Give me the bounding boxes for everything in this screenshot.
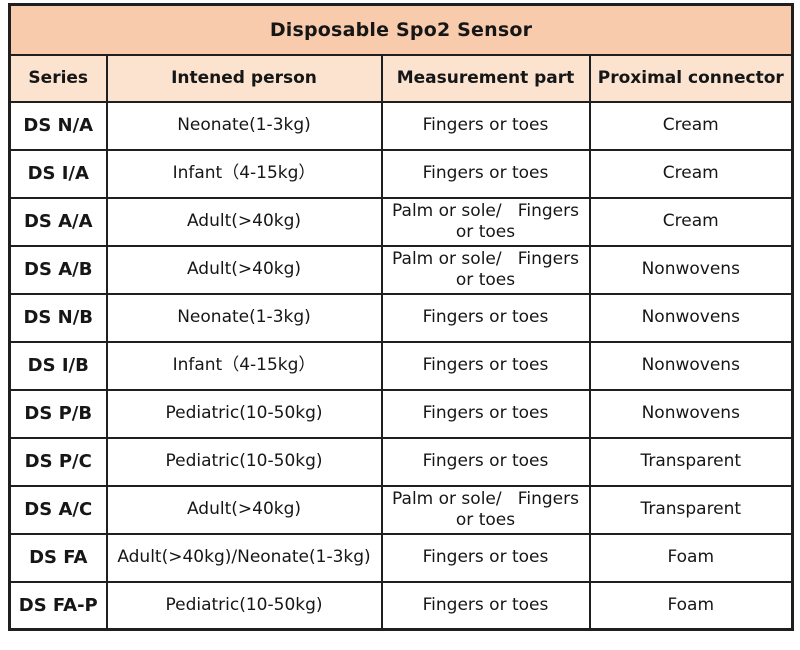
connector-cell: Transparent [588,436,794,487]
person-cell: Adult(>40kg) [105,484,383,535]
connector-cell: Cream [588,196,794,247]
table-title: Disposable Spo2 Sensor [8,3,794,56]
series-cell: DS A/B [8,244,108,295]
connector-cell: Transparent [588,484,794,535]
part-cell: Fingers or toes [380,580,591,631]
col-header-intended-person: Intened person [105,53,383,103]
table-row: DS N/B Neonate(1-3kg) Fingers or toes Nonwo… [8,292,794,343]
col-header-series: Series [8,53,108,103]
table-body: DS N/A Neonate(1-3kg) Fingers or toes Cream… [8,100,794,631]
part-cell: Fingers or toes [380,340,591,391]
series-cell: DS P/C [8,436,108,487]
series-cell: DS A/A [8,196,108,247]
person-cell: Pediatric(10-50kg) [105,580,383,631]
table-row: DS P/B Pediatric(10-50kg) Fingers or toes N… [8,388,794,439]
table-row: DS I/B Infant（4-15kg） Fingers or toes Nonwo… [8,340,794,391]
person-cell: Neonate(1-3kg) [105,292,383,343]
table-row: DS P/C Pediatric(10-50kg) Fingers or toes T… [8,436,794,487]
table-row: DS A/C Adult(>40kg) Palm or sole/ Fingers … [8,484,794,535]
series-cell: DS I/B [8,340,108,391]
table-row: DS FA Adult(>40kg)/Neonate(1-3kg) Fingers … [8,532,794,583]
person-cell: Infant（4-15kg） [105,340,383,391]
connector-cell: Foam [588,532,794,583]
col-header-proximal-connector: Proximal connector [588,53,794,103]
part-cell: Fingers or toes [380,388,591,439]
part-cell: Palm or sole/ Fingers or toes [380,484,591,535]
table-row: DS FA-P Pediatric(10-50kg) Fingers or toes… [8,580,794,631]
table-row: DS A/A Adult(>40kg) Palm or sole/ Fingers … [8,196,794,247]
connector-cell: Nonwovens [588,244,794,295]
col-header-measurement-part: Measurement part [380,53,591,103]
part-cell: Fingers or toes [380,532,591,583]
table-row: DS A/B Adult(>40kg) Palm or sole/ Fingers … [8,244,794,295]
table-title-row: Disposable Spo2 Sensor [8,3,794,56]
connector-cell: Nonwovens [588,388,794,439]
person-cell: Neonate(1-3kg) [105,100,383,151]
series-cell: DS N/A [8,100,108,151]
series-cell: DS I/A [8,148,108,199]
series-cell: DS A/C [8,484,108,535]
person-cell: Pediatric(10-50kg) [105,388,383,439]
part-cell: Fingers or toes [380,292,591,343]
table-row: DS N/A Neonate(1-3kg) Fingers or toes Cream [8,100,794,151]
person-cell: Adult(>40kg)/Neonate(1-3kg) [105,532,383,583]
part-cell: Fingers or toes [380,100,591,151]
connector-cell: Foam [588,580,794,631]
series-cell: DS FA [8,532,108,583]
person-cell: Adult(>40kg) [105,244,383,295]
series-cell: DS FA-P [8,580,108,631]
part-cell: Palm or sole/ Fingers or toes [380,196,591,247]
series-cell: DS P/B [8,388,108,439]
part-cell: Fingers or toes [380,148,591,199]
table-row: DS I/A Infant（4-15kg） Fingers or toes Cream [8,148,794,199]
person-cell: Pediatric(10-50kg) [105,436,383,487]
part-cell: Palm or sole/ Fingers or toes [380,244,591,295]
connector-cell: Nonwovens [588,340,794,391]
connector-cell: Cream [588,148,794,199]
series-cell: DS N/B [8,292,108,343]
spo2-sensor-table: Disposable Spo2 Sensor Series Intened pe… [8,3,795,631]
connector-cell: Nonwovens [588,292,794,343]
part-cell: Fingers or toes [380,436,591,487]
connector-cell: Cream [588,100,794,151]
person-cell: Infant（4-15kg） [105,148,383,199]
table-header-row: Series Intened person Measurement part P… [8,53,794,103]
person-cell: Adult(>40kg) [105,196,383,247]
